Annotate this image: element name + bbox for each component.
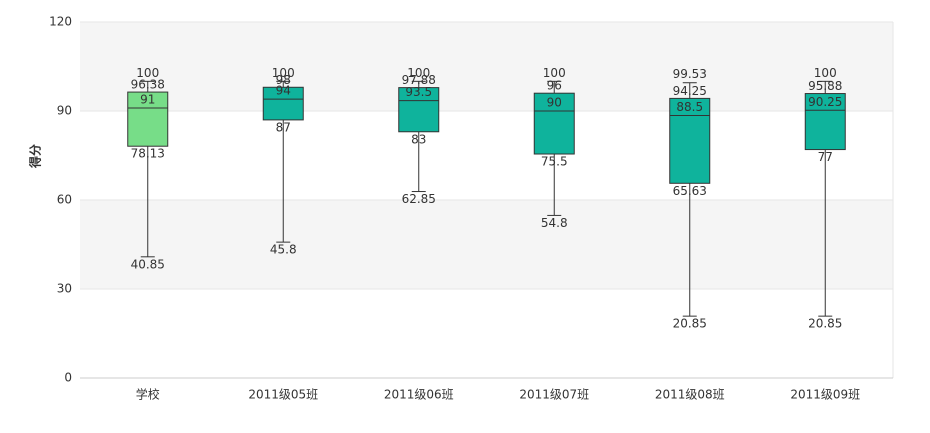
value-label: 45.8: [270, 243, 297, 257]
box: [669, 97, 711, 184]
value-label: 91: [140, 93, 155, 107]
value-label: 94.25: [673, 84, 707, 98]
x-tick-label: 2011级07班: [519, 388, 589, 402]
value-label: 78.13: [131, 147, 165, 161]
value-label: 77: [818, 150, 833, 164]
box: [398, 87, 440, 133]
value-label: 100: [136, 66, 159, 80]
box: [262, 86, 304, 121]
value-label: 54.8: [541, 216, 568, 230]
value-label: 90.25: [808, 95, 842, 109]
value-label: 96: [547, 79, 562, 93]
value-label: 100: [814, 66, 837, 80]
value-label: 20.85: [808, 317, 842, 331]
y-tick-label: 30: [57, 282, 72, 296]
value-label: 75.5: [541, 155, 568, 169]
value-label: 40.85: [131, 257, 165, 271]
value-label: 93.5: [405, 85, 432, 99]
y-tick-label: 0: [64, 371, 72, 385]
grid-band: [80, 22, 893, 111]
y-tick-label: 60: [57, 193, 72, 207]
value-label: 100: [407, 66, 430, 80]
value-label: 62.85: [402, 192, 436, 206]
value-label: 90: [547, 96, 562, 110]
box: [804, 93, 846, 151]
value-label: 96.38: [131, 78, 165, 92]
value-label: 100: [272, 66, 295, 80]
value-label: 20.85: [673, 317, 707, 331]
value-label: 95.88: [808, 79, 842, 93]
value-label: 98: [276, 73, 291, 87]
x-tick-label: 2011级09班: [790, 388, 860, 402]
y-tick-label: 120: [49, 15, 72, 29]
value-label: 88.5: [676, 100, 703, 114]
x-tick-label: 2011级08班: [655, 388, 725, 402]
x-tick-label: 2011级05班: [248, 388, 318, 402]
y-axis-label: 得分: [28, 144, 43, 169]
y-tick-label: 90: [57, 104, 72, 118]
value-label: 83: [411, 132, 426, 146]
value-label: 65.63: [673, 184, 707, 198]
value-label: 100: [543, 66, 566, 80]
x-tick-label: 2011级06班: [384, 388, 454, 402]
value-label: 99.53: [673, 67, 707, 81]
x-tick-label: 学校: [136, 387, 160, 402]
grid-band: [80, 200, 893, 289]
value-label: 94: [276, 84, 291, 98]
box: [127, 91, 169, 147]
box: [533, 92, 575, 155]
value-label: 87: [276, 120, 291, 134]
value-label: 97.88: [402, 73, 436, 87]
